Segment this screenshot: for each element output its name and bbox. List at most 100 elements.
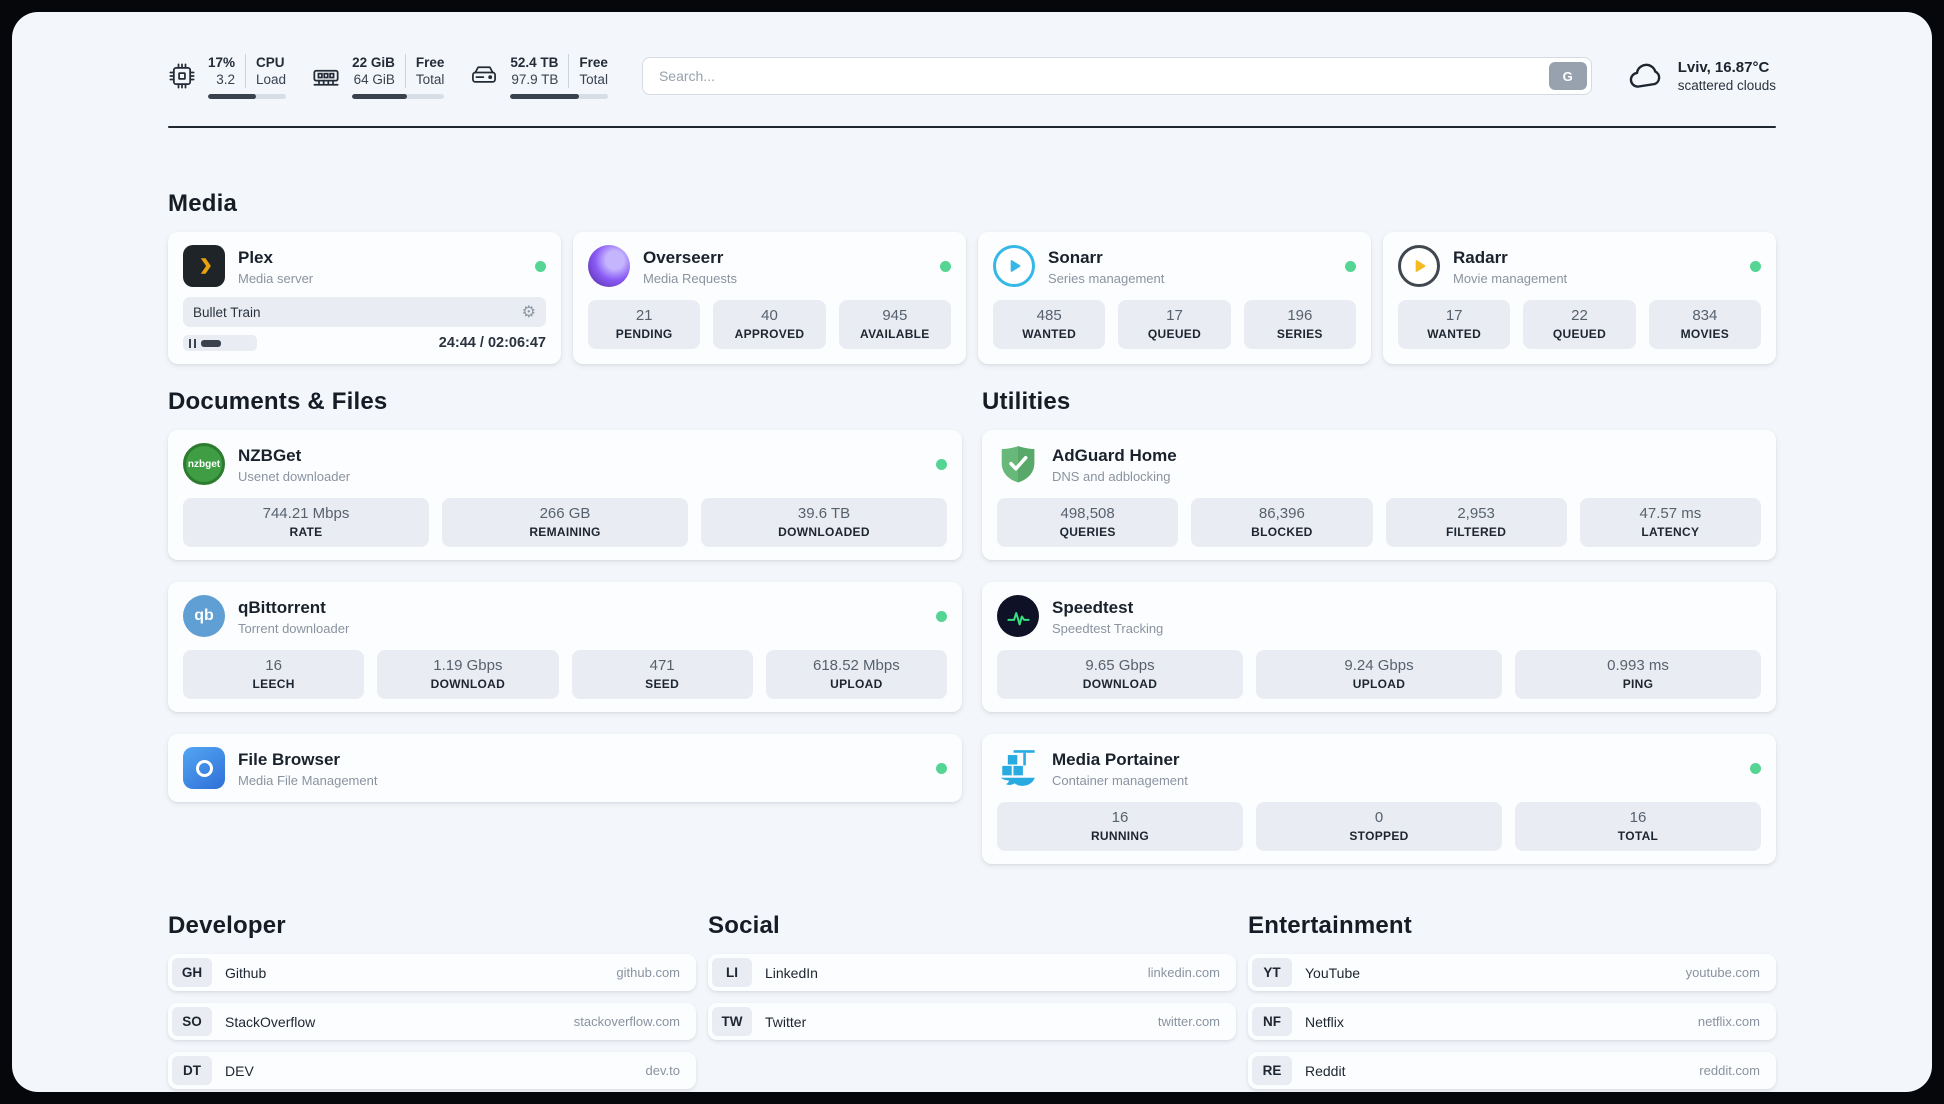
stat-movies: 834 MOVIES xyxy=(1648,300,1761,349)
bookmark-stackoverflow[interactable]: SO StackOverflow stackoverflow.com xyxy=(168,1003,696,1040)
bookmark-youtube[interactable]: YT YouTube youtube.com xyxy=(1248,954,1776,991)
bookmark-url: twitter.com xyxy=(1157,1014,1220,1029)
stat-label: MOVIES xyxy=(1680,327,1730,341)
stat-value: 1.19 Gbps xyxy=(433,657,503,674)
stat-value: 498,508 xyxy=(1060,505,1115,522)
service-name: File Browser xyxy=(238,749,341,769)
stat-value: 2,953 xyxy=(1457,505,1495,522)
bookmark-twitter[interactable]: TW Twitter twitter.com xyxy=(708,1003,1236,1040)
stat-value: 21 xyxy=(635,307,653,324)
storage-free-label: Free xyxy=(579,54,608,70)
section-title-entertainment: Entertainment xyxy=(1248,912,1412,939)
memory-widget: 22 GiB 64 GiB Free Total xyxy=(312,53,445,99)
overseerr-card[interactable]: Overseerr Media Requests 21 PENDING 40 A… xyxy=(573,232,966,364)
adguard-card[interactable]: AdGuard Home DNS and adblocking 498,508 … xyxy=(982,430,1776,560)
plex-icon xyxy=(183,245,225,287)
bookmark-dev[interactable]: DT DEV dev.to xyxy=(168,1052,696,1089)
bookmark-name: Twitter xyxy=(765,1013,807,1030)
playback-progress-fill xyxy=(201,339,221,347)
bookmark-reddit[interactable]: RE Reddit reddit.com xyxy=(1248,1052,1776,1089)
radarr-card[interactable]: Radarr Movie management 17 WANTED 22 QUE… xyxy=(1383,232,1776,364)
stat-value: 9.24 Gbps xyxy=(1344,657,1414,674)
cpu-icon xyxy=(169,63,195,89)
cpu-progress-bar xyxy=(208,93,287,99)
bookmark-netflix[interactable]: NF Netflix netflix.com xyxy=(1248,1003,1776,1040)
stat-blocked: 86,396 BLOCKED xyxy=(1191,498,1373,547)
service-name: Media Portainer xyxy=(1052,749,1180,769)
service-name: qBittorrent xyxy=(238,597,326,617)
stat-label: BLOCKED xyxy=(1251,525,1313,539)
bookmark-github[interactable]: GH Github github.com xyxy=(168,954,696,991)
adguard-icon xyxy=(1001,446,1035,483)
service-description: Usenet downloader xyxy=(238,468,351,484)
overseerr-icon xyxy=(588,245,630,287)
bookmark-linkedin[interactable]: LI LinkedIn linkedin.com xyxy=(708,954,1236,991)
service-description: Container management xyxy=(1052,772,1188,788)
section-title-social: Social xyxy=(708,912,780,939)
nzbget-card[interactable]: nzbget NZBGet Usenet downloader 744.21 M… xyxy=(168,430,962,560)
section-title-utilities: Utilities xyxy=(982,388,1071,415)
stat-value: 16 xyxy=(1629,809,1647,826)
portainer-card[interactable]: Media Portainer Container management 16 … xyxy=(982,734,1776,864)
search-input[interactable] xyxy=(641,57,1592,95)
stat-value: 485 xyxy=(1036,307,1062,324)
bookmark-name: Github xyxy=(225,964,267,981)
stat-value: 40 xyxy=(761,307,778,324)
status-dot xyxy=(936,458,947,470)
hard-drive-icon xyxy=(472,66,497,83)
bookmarks-social: Social LI LinkedIn linkedin.com TW Twitt… xyxy=(708,912,1236,1040)
stat-ping: 0.993 ms PING xyxy=(1515,650,1761,699)
stat-label: QUERIES xyxy=(1059,525,1116,539)
portainer-icon xyxy=(1000,750,1035,786)
stat-value: 0.993 ms xyxy=(1607,657,1669,674)
stat-rate: 744.21 Mbps RATE xyxy=(183,498,429,547)
bookmark-name: LinkedIn xyxy=(765,964,818,981)
bookmark-name: Netflix xyxy=(1305,1013,1344,1030)
service-description: Torrent downloader xyxy=(238,620,350,636)
filebrowser-card[interactable]: File Browser Media File Management xyxy=(168,734,962,802)
stat-label: PENDING xyxy=(615,327,673,341)
stat-wanted: 17 WANTED xyxy=(1398,300,1511,349)
qbittorrent-card[interactable]: qb qBittorrent Torrent downloader 16 LEE… xyxy=(168,582,962,712)
stat-label: WANTED xyxy=(1022,327,1077,341)
service-description: Media File Management xyxy=(238,772,378,788)
stat-total: 16 TOTAL xyxy=(1515,802,1761,851)
bookmark-name: DEV xyxy=(225,1062,254,1079)
service-name: Radarr xyxy=(1453,247,1508,267)
stat-downloaded: 39.6 TB DOWNLOADED xyxy=(701,498,947,547)
stat-pending: 21 PENDING xyxy=(588,300,701,349)
speedtest-card[interactable]: Speedtest Speedtest Tracking 9.65 Gbps D… xyxy=(982,582,1776,712)
memory-free-label: Free xyxy=(415,54,445,70)
stat-value: 744.21 Mbps xyxy=(262,505,350,522)
stat-label: TOTAL xyxy=(1617,829,1659,843)
cpu-label: CPU xyxy=(256,54,285,70)
playback-progress[interactable] xyxy=(183,335,257,351)
cpu-load-value: 3.2 xyxy=(216,71,236,87)
gear-icon[interactable]: ⚙ xyxy=(521,304,536,321)
bookmark-abbr: TW xyxy=(712,1007,752,1036)
status-dot xyxy=(1750,260,1761,272)
radarr-icon xyxy=(1398,245,1440,287)
stat-label: UPLOAD xyxy=(830,677,883,691)
bookmarks-entertainment: Entertainment YT YouTube youtube.com NF … xyxy=(1248,912,1776,1089)
ram-icon xyxy=(313,69,339,86)
stat-value: 834 xyxy=(1692,307,1718,324)
qbittorrent-icon: qb xyxy=(183,595,225,637)
stat-label: QUEUED xyxy=(1147,327,1202,341)
stat-upload: 618.52 Mbps UPLOAD xyxy=(765,650,947,699)
search-engine-button[interactable]: G xyxy=(1548,62,1587,90)
service-description: Series management xyxy=(1048,270,1165,286)
stat-value: 945 xyxy=(882,307,908,324)
stat-label: RUNNING xyxy=(1090,829,1150,843)
stat-queued: 22 QUEUED xyxy=(1523,300,1636,349)
stat-value: 47.57 ms xyxy=(1639,505,1702,522)
storage-free-value: 52.4 TB xyxy=(510,54,559,70)
stat-value: 9.65 Gbps xyxy=(1085,657,1155,674)
stat-label: DOWNLOAD xyxy=(430,677,506,691)
filebrowser-icon xyxy=(183,747,225,789)
bookmark-name: Reddit xyxy=(1305,1062,1346,1079)
cpu-widget: 17% 3.2 CPU Load xyxy=(168,53,287,99)
stat-available: 945 AVAILABLE xyxy=(838,300,951,349)
plex-card[interactable]: Plex Media server Bullet Train ⚙ 24:44 /… xyxy=(168,232,561,364)
sonarr-card[interactable]: Sonarr Series management 485 WANTED 17 Q… xyxy=(978,232,1371,364)
